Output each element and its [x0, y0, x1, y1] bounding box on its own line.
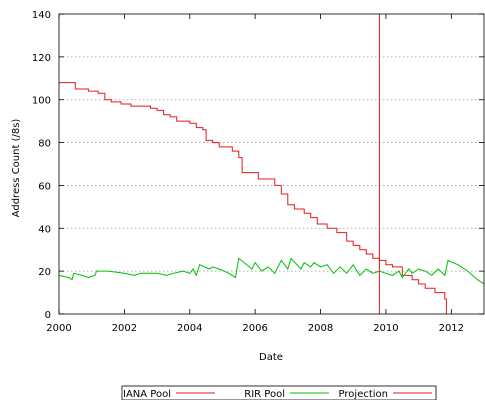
x-tick-label: 2000 [46, 323, 71, 334]
axis-ticks: 0 20 40 60 80 100 120 140 2000 2002 2004 2006 2008 20… [32, 10, 485, 334]
y-tick-label: 40 [38, 224, 51, 235]
legend-box [121, 385, 437, 400]
y-tick-label: 60 [38, 181, 51, 192]
series-line-0 [59, 82, 447, 314]
y-tick-label: 120 [32, 53, 51, 64]
plot-frame [58, 13, 485, 315]
legend-label-projection: Projection [339, 389, 388, 400]
legend-label-iana: IANA Pool [123, 389, 171, 400]
y-tick-label: 140 [32, 10, 51, 21]
legend-label-rir: RIR Pool [244, 389, 285, 400]
y-tick-label: 0 [45, 310, 51, 321]
x-tick-label: 2008 [308, 323, 333, 334]
y-tick-label: 100 [32, 96, 51, 107]
x-tick-label: 2010 [373, 323, 398, 334]
x-tick-label: 2006 [242, 323, 267, 334]
x-tick-label: 2012 [439, 323, 464, 334]
x-tick-label: 2004 [177, 323, 202, 334]
plot-area [58, 14, 485, 314]
x-axis-title: Date [259, 352, 283, 363]
series-line-1 [58, 257, 485, 285]
y-tick-label: 20 [38, 267, 51, 278]
legend: IANA Pool RIR Pool Projection [121, 385, 437, 400]
y-axis-title: Address Count (/8s) [11, 119, 22, 218]
y-tick-label: 80 [38, 139, 51, 150]
x-tick-label: 2002 [112, 323, 137, 334]
